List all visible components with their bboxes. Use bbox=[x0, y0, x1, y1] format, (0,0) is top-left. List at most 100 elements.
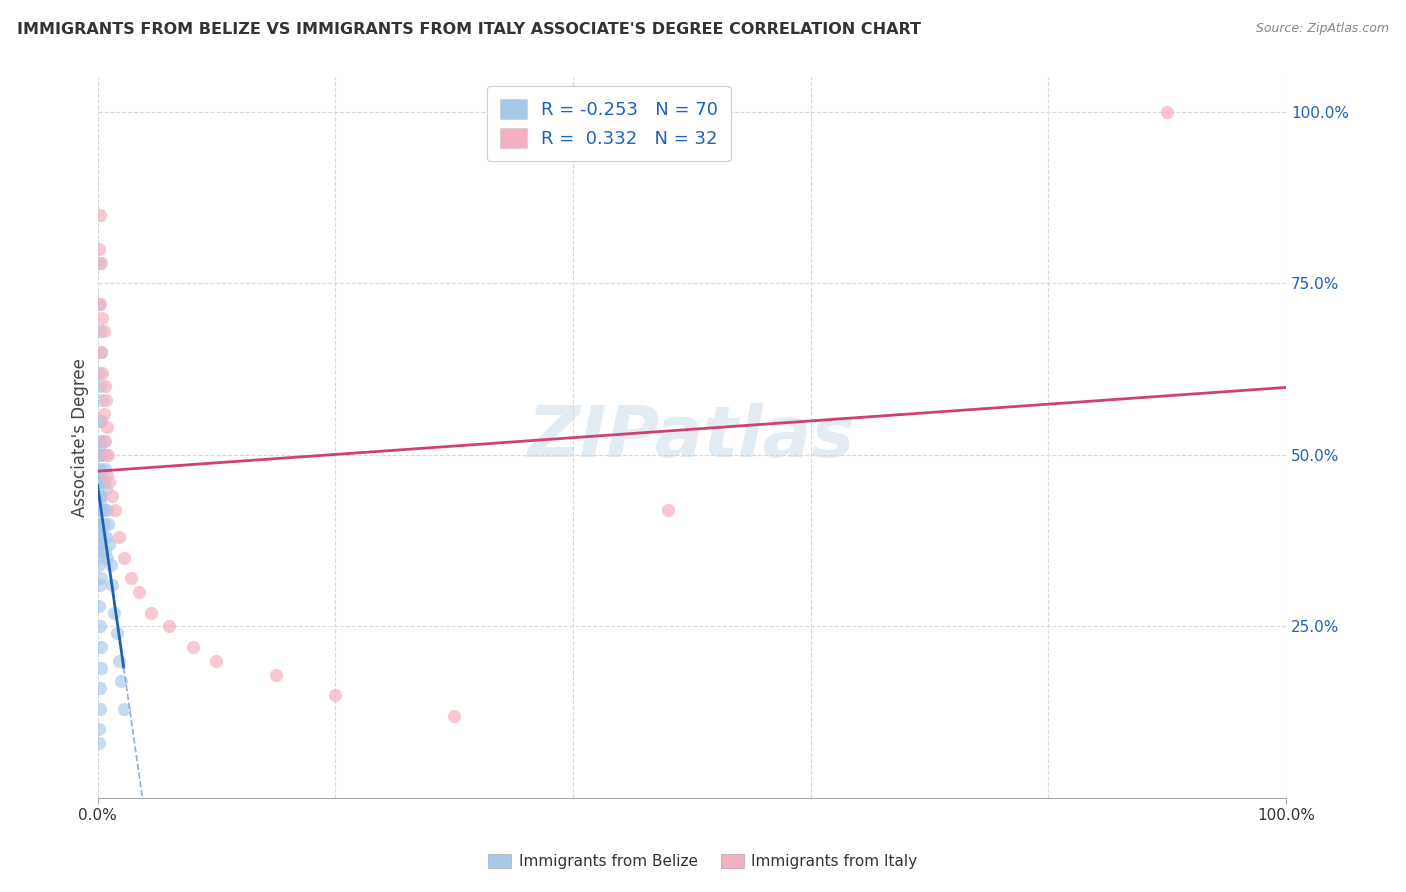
Legend: Immigrants from Belize, Immigrants from Italy: Immigrants from Belize, Immigrants from … bbox=[482, 848, 924, 875]
Point bbox=[93, 503, 115, 517]
Point bbox=[98, 537, 121, 551]
Point bbox=[87, 366, 110, 380]
Point bbox=[90, 468, 112, 483]
Point bbox=[110, 674, 132, 689]
Point bbox=[89, 619, 111, 633]
Point bbox=[87, 503, 110, 517]
Point bbox=[87, 489, 110, 503]
Point bbox=[93, 434, 115, 449]
Point bbox=[657, 503, 679, 517]
Point bbox=[96, 550, 118, 565]
Point bbox=[91, 530, 114, 544]
Point bbox=[90, 345, 112, 359]
Point bbox=[94, 482, 117, 496]
Point bbox=[89, 516, 111, 531]
Point bbox=[98, 475, 121, 490]
Text: ZIPatlas: ZIPatlas bbox=[529, 403, 855, 472]
Point bbox=[91, 503, 114, 517]
Point bbox=[87, 441, 110, 455]
Point bbox=[100, 558, 122, 572]
Point bbox=[91, 366, 114, 380]
Point bbox=[94, 448, 117, 462]
Point bbox=[90, 448, 112, 462]
Point bbox=[89, 379, 111, 393]
Point bbox=[94, 530, 117, 544]
Point bbox=[90, 414, 112, 428]
Point bbox=[91, 310, 114, 325]
Point bbox=[90, 503, 112, 517]
Legend: R = -0.253   N = 70, R =  0.332   N = 32: R = -0.253 N = 70, R = 0.332 N = 32 bbox=[486, 87, 731, 161]
Point bbox=[128, 585, 150, 599]
Point bbox=[90, 571, 112, 585]
Point bbox=[93, 475, 115, 490]
Point bbox=[87, 475, 110, 490]
Point bbox=[1156, 104, 1178, 119]
Point bbox=[96, 503, 118, 517]
Point bbox=[89, 550, 111, 565]
Point bbox=[91, 392, 114, 407]
Point bbox=[112, 702, 135, 716]
Point bbox=[89, 434, 111, 449]
Point bbox=[89, 475, 111, 490]
Point bbox=[93, 516, 115, 531]
Point bbox=[89, 448, 111, 462]
Point bbox=[89, 537, 111, 551]
Point bbox=[89, 208, 111, 222]
Point bbox=[87, 468, 110, 483]
Point bbox=[87, 242, 110, 256]
Point bbox=[139, 606, 162, 620]
Point bbox=[87, 297, 110, 311]
Point bbox=[91, 448, 114, 462]
Point bbox=[87, 461, 110, 475]
Point bbox=[112, 550, 135, 565]
Point bbox=[103, 606, 125, 620]
Point bbox=[87, 558, 110, 572]
Point bbox=[89, 530, 111, 544]
Point bbox=[93, 434, 115, 449]
Point bbox=[323, 688, 346, 702]
Point bbox=[87, 736, 110, 750]
Point bbox=[89, 461, 111, 475]
Point bbox=[89, 489, 111, 503]
Point bbox=[89, 496, 111, 510]
Point bbox=[87, 256, 110, 270]
Y-axis label: Associate's Degree: Associate's Degree bbox=[72, 359, 89, 517]
Point bbox=[90, 640, 112, 654]
Point bbox=[87, 723, 110, 737]
Point bbox=[90, 537, 112, 551]
Point bbox=[93, 461, 115, 475]
Point bbox=[443, 708, 465, 723]
Point bbox=[101, 578, 124, 592]
Point bbox=[181, 640, 204, 654]
Point bbox=[93, 324, 115, 338]
Point bbox=[90, 661, 112, 675]
Text: Source: ZipAtlas.com: Source: ZipAtlas.com bbox=[1256, 22, 1389, 36]
Point bbox=[108, 654, 131, 668]
Point bbox=[89, 503, 111, 517]
Point bbox=[90, 256, 112, 270]
Point bbox=[93, 407, 115, 421]
Point bbox=[90, 345, 112, 359]
Point bbox=[90, 524, 112, 538]
Point bbox=[94, 392, 117, 407]
Point bbox=[96, 468, 118, 483]
Point bbox=[96, 420, 118, 434]
Point bbox=[97, 516, 120, 531]
Point bbox=[87, 599, 110, 613]
Point bbox=[89, 544, 111, 558]
Point bbox=[89, 297, 111, 311]
Text: IMMIGRANTS FROM BELIZE VS IMMIGRANTS FROM ITALY ASSOCIATE'S DEGREE CORRELATION C: IMMIGRANTS FROM BELIZE VS IMMIGRANTS FRO… bbox=[17, 22, 921, 37]
Point bbox=[93, 379, 115, 393]
Point bbox=[93, 544, 115, 558]
Point bbox=[264, 667, 287, 681]
Point bbox=[105, 626, 128, 640]
Point bbox=[91, 475, 114, 490]
Point bbox=[90, 489, 112, 503]
Point bbox=[157, 619, 180, 633]
Point bbox=[104, 503, 127, 517]
Point bbox=[89, 578, 111, 592]
Point bbox=[89, 324, 111, 338]
Point bbox=[97, 448, 120, 462]
Point bbox=[87, 516, 110, 531]
Point bbox=[89, 681, 111, 696]
